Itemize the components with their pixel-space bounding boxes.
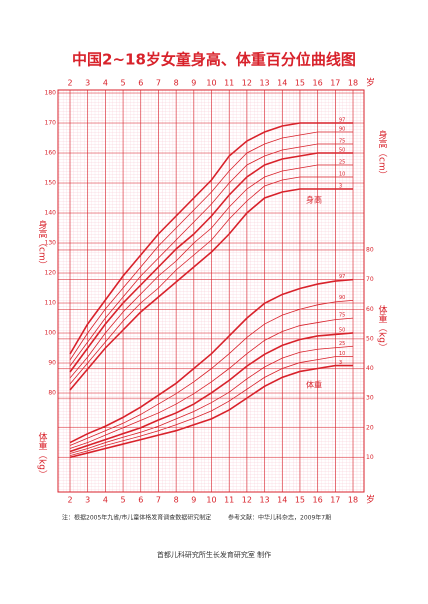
x-tick-label: 13 [259,496,269,505]
x-tick-label: 9 [191,496,196,505]
y-axis-label: 身高（cm） [37,219,48,270]
x-tick-label: 14 [277,496,287,505]
x-tick-label: 12 [242,496,252,505]
series-label: 97 [339,118,345,124]
percentile-line [69,122,353,355]
x-unit: 岁 [366,494,375,506]
y-tick-label: 130 [45,240,57,247]
y-axis-label: 身高（cm） [377,129,388,180]
x-tick-label: 2 [67,496,72,505]
percentile-line [69,152,353,373]
x-tick-label: 8 [174,496,179,505]
y-tick-label: 110 [45,300,57,307]
y-tick-label: 150 [45,180,57,187]
x-tick-label: 16 [313,79,323,88]
percentile-line [69,317,354,449]
x-tick-label: 18 [348,79,358,88]
x-tick-label: 11 [224,496,234,505]
x-tick-label: 7 [156,496,161,505]
x-tick-label: 18 [348,496,358,505]
x-tick-label: 6 [138,496,143,505]
percentile-line [69,278,354,444]
x-tick-label: 10 [206,496,216,505]
x-tick-label: 11 [224,79,234,88]
x-tick-label: 3 [85,496,90,505]
y-tick-label: 120 [45,270,57,277]
x-tick-label: 17 [330,496,340,505]
x-tick-label: 9 [191,79,196,88]
series-label: 50 [339,327,345,333]
x-tick-label: 3 [85,79,90,88]
series-label: 3 [339,184,342,190]
y2-tick-label: 20 [366,424,374,431]
y-tick-label: 80 [48,390,56,397]
percentile-line [69,143,353,367]
y2-tick-label: 60 [366,306,374,313]
y2-tick-label: 80 [366,247,374,254]
series-label: 10 [339,351,345,357]
x-tick-label: 12 [242,79,252,88]
series-label: 75 [339,139,345,145]
chart-title: 中国2~18岁女童身高、体重百分位曲线图 [72,51,356,69]
annotation: 身高 [306,195,322,205]
x-tick-label: 2 [67,79,72,88]
series-label: 75 [339,313,345,319]
x-tick-label: 4 [103,79,108,88]
y2-tick-label: 70 [366,276,374,283]
y2-tick-label: 10 [366,454,374,461]
series-label: 10 [339,172,345,178]
percentile-line [69,356,353,456]
annotation: 体重 [306,380,322,390]
percentile-line [69,299,354,446]
percentile-line [69,176,353,385]
y-tick-label: 100 [45,330,57,337]
x-tick-label: 7 [156,79,161,88]
y-tick-label: 90 [48,360,56,367]
x-tick-label: 4 [103,496,108,505]
y2-tick-label: 30 [366,395,374,402]
x-tick-label: 10 [206,79,216,88]
note: 参考文献：中华儿科杂志，2009年7期 [228,514,331,522]
percentile-line [69,345,354,454]
x-tick-label: 15 [295,496,305,505]
x-tick-label: 8 [174,79,179,88]
y-tick-label: 160 [45,150,57,157]
y-tick-label: 180 [45,90,57,97]
x-unit: 岁 [366,77,375,89]
percentile-line [69,364,353,459]
series-label: 50 [339,148,345,154]
x-tick-label: 17 [330,79,340,88]
series-label: 3 [339,360,342,366]
y2-axis-label: 体重（kg） [37,431,48,479]
x-tick-label: 16 [313,496,323,505]
x-tick-label: 14 [277,79,287,88]
x-tick-label: 6 [138,79,143,88]
percentile-line [69,164,353,379]
y2-tick-label: 50 [366,335,374,342]
note: 注：根据2005年九省/市儿童体格发育调查数据研究制定 [62,514,211,522]
x-tick-label: 5 [121,496,126,505]
x-tick-label: 5 [121,79,126,88]
percentile-line [69,131,353,361]
series-label: 25 [339,160,345,166]
series-label: 25 [339,341,345,347]
series-label: 97 [339,274,345,280]
y-tick-label: 170 [45,120,57,127]
series-label: 90 [339,127,345,133]
series-label: 90 [339,295,345,301]
y2-tick-label: 40 [366,365,374,372]
credit: 首都儿科研究所生长发育研究室 制作 [157,550,271,559]
y2-axis-label: 体重（kg） [377,304,388,352]
percentile-line [69,188,353,391]
x-tick-label: 15 [295,79,305,88]
percentile-line [69,332,354,453]
y-tick-label: 140 [45,210,57,217]
x-tick-label: 13 [259,79,269,88]
